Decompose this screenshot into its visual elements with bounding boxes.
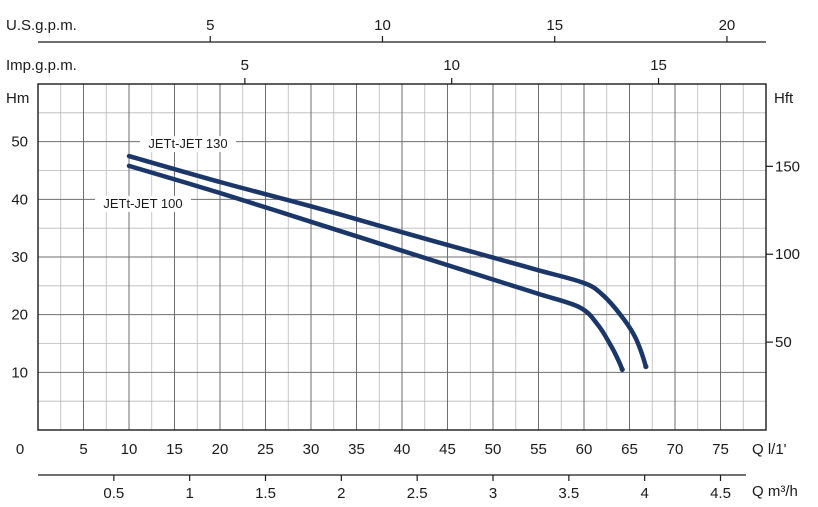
m3h-tick-label: 1: [185, 485, 193, 502]
series-labels: JETt-JET 130 JETt-JET 100: [95, 136, 236, 212]
left-tick-label: 40: [11, 191, 28, 208]
usgpm-tick-labels: 5 10 15 20: [206, 17, 735, 42]
major-gridlines: [38, 84, 766, 430]
left-axis-ticks: 10 20 30 40 50: [11, 134, 28, 382]
lpm-tick-label: 50: [485, 441, 502, 458]
lpm-tick-label: 5: [79, 441, 87, 458]
impgpm-tick-label: 10: [443, 57, 460, 74]
usgpm-tick-label: 10: [374, 17, 391, 34]
lpm-tick-label: 30: [303, 441, 320, 458]
curve-jett-jet-130: [126, 153, 649, 369]
lpm-tick-label: 60: [576, 441, 593, 458]
lpm-tick-label: 10: [121, 441, 138, 458]
lpm-tick-label: 0: [16, 441, 24, 458]
lpm-tick-labels: 0 5 10 15 20 25 30 35 40 45 50 55 60 65 70 75: [16, 441, 729, 458]
left-tick-label: 20: [11, 307, 28, 324]
right-tick-label: 150: [775, 158, 800, 175]
m3h-tick-labels: 0.5 1 1.5 2 2.5 3 3.5 4 4.5: [103, 475, 731, 502]
usgpm-tick-label: 15: [546, 17, 563, 34]
right-axis-label: Hft: [774, 90, 794, 107]
lpm-tick-label: 55: [530, 441, 547, 458]
right-tick-label: 100: [775, 246, 800, 263]
usgpm-axis-label: U.S.g.p.m.: [6, 17, 77, 34]
plot-frame: [37, 83, 767, 431]
lpm-tick-label: 45: [439, 441, 456, 458]
curve-end-point: [619, 366, 625, 373]
impgpm-axis-label: Imp.g.p.m.: [6, 57, 77, 74]
m3h-tick-label: 4.5: [710, 485, 731, 502]
series-label-background: [95, 195, 191, 212]
m3h-tick-label: 4: [640, 485, 648, 502]
m3h-tick-label: 1.5: [255, 485, 276, 502]
lpm-tick-label: 35: [348, 441, 365, 458]
performance-curves: [126, 153, 649, 373]
usgpm-tick-label: 5: [206, 17, 214, 34]
right-axis-ticks: 50 100 150: [766, 158, 800, 351]
series-label-background: [140, 136, 236, 153]
series-label: JETt-JET 130: [148, 136, 227, 151]
m3h-axis-label: Q m³/h: [752, 483, 798, 500]
m3h-tick-label: 2: [337, 485, 345, 502]
left-axis-label: Hm: [6, 90, 29, 107]
lpm-tick-label: 15: [166, 441, 183, 458]
m3h-tick-label: 0.5: [103, 485, 124, 502]
impgpm-tick-label: 15: [650, 57, 667, 74]
m3h-tick-label: 3.5: [558, 485, 579, 502]
curve-jett-jet-100: [126, 163, 625, 372]
m3h-tick-label: 2.5: [407, 485, 428, 502]
lpm-tick-label: 75: [712, 441, 729, 458]
series-label: JETt-JET 100: [103, 196, 182, 211]
lpm-tick-label: 40: [394, 441, 411, 458]
left-tick-label: 50: [11, 134, 28, 151]
lpm-tick-label: 25: [257, 441, 274, 458]
lpm-axis-label: Q l/1': [752, 441, 787, 458]
left-tick-label: 10: [11, 364, 28, 381]
usgpm-tick-label: 20: [719, 17, 736, 34]
lpm-tick-label: 65: [621, 441, 638, 458]
impgpm-tick-label: 5: [241, 57, 249, 74]
m3h-tick-label: 3: [489, 485, 497, 502]
left-tick-label: 30: [11, 249, 28, 266]
impgpm-tick-labels: 5 10 15: [241, 57, 667, 84]
lpm-tick-label: 20: [212, 441, 229, 458]
curve-end-point: [643, 363, 649, 370]
lpm-tick-label: 70: [667, 441, 684, 458]
right-tick-label: 50: [775, 334, 792, 351]
